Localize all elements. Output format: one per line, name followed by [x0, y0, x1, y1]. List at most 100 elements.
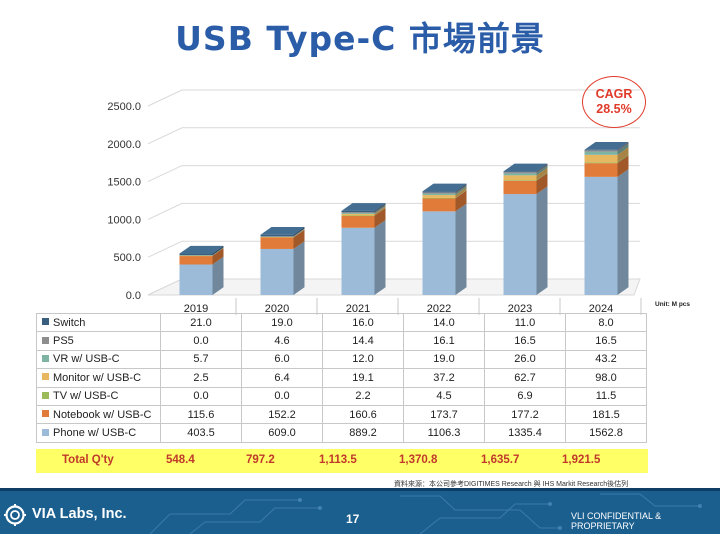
- gridline: [147, 127, 640, 145]
- bar-segment-side: [536, 164, 548, 174]
- y-tick-label: 1500.0: [107, 177, 141, 189]
- series-name: VR w/ USB-C: [53, 353, 120, 366]
- series-name: Notebook w/ USB-C: [53, 408, 152, 421]
- data-value: 177.2: [484, 404, 566, 425]
- series-name: TV w/ USB-C: [53, 390, 119, 403]
- series-name: Phone w/ USB-C: [53, 427, 137, 440]
- bar-top: [179, 245, 224, 254]
- bar-segment: [260, 236, 294, 238]
- legend-swatch: [42, 355, 49, 363]
- data-value: 8.0: [565, 312, 647, 333]
- bar-segment: [260, 236, 294, 237]
- table-row: Monitor w/ USB-C 2.5 6.4 19.1 37.2 62.7 98.0: [36, 368, 647, 388]
- bar-segment-side: [455, 185, 467, 196]
- x-tick-label: 2023: [508, 303, 532, 315]
- bar-segment-side: [536, 163, 548, 173]
- series-name: PS5: [53, 335, 74, 348]
- bar-segment: [341, 215, 375, 228]
- data-value: 14.4: [322, 331, 404, 351]
- data-value: 181.5: [565, 404, 647, 425]
- bar-segment-side: [212, 247, 224, 256]
- legend-swatch: [42, 391, 49, 399]
- total-value: 1,370.8: [399, 454, 438, 466]
- bar-segment-side: [536, 172, 548, 195]
- bar-top: [341, 203, 386, 211]
- data-value: 26.0: [484, 349, 566, 370]
- gridline: [147, 89, 640, 107]
- gridline: [147, 165, 640, 183]
- bar-segment-side: [212, 245, 224, 256]
- x-tick-label: 2021: [346, 303, 370, 315]
- bar-segment-side: [293, 228, 305, 237]
- bar-segment: [584, 149, 618, 151]
- data-value: 152.2: [241, 404, 323, 425]
- data-value: 16.0: [322, 312, 404, 333]
- bar-segment: [341, 227, 375, 295]
- bar-segment-side: [455, 183, 467, 193]
- table-row: Notebook w/ USB-C 115.6 152.2 160.6 173.7 177…: [36, 404, 647, 425]
- bar-segment-side: [374, 204, 386, 214]
- data-value: 4.5: [403, 386, 485, 406]
- bar-segment-side: [293, 228, 305, 237]
- data-table: Switch 21.0 19.0 16.0 14.0 11.0 8.0 PS5 0.0 4.6 14…: [36, 312, 647, 443]
- x-tick-label: 2020: [265, 303, 289, 315]
- bar-segment: [179, 253, 213, 256]
- bar-segment: [584, 150, 618, 152]
- total-value: 1,921.5: [562, 454, 601, 466]
- company-name: VIA Labs, Inc.: [32, 506, 127, 522]
- bar-top: [503, 163, 548, 172]
- bar-segment: [503, 180, 537, 195]
- bar-segment-side: [617, 142, 629, 151]
- bar-segment-side: [293, 241, 305, 295]
- bar-segment-side: [212, 248, 224, 265]
- y-tick-label: 500.0: [113, 252, 141, 264]
- page-number: 17: [346, 512, 360, 526]
- data-value: 115.6: [160, 404, 242, 425]
- total-label: Total Q'ty: [62, 454, 114, 466]
- bar-segment-side: [374, 206, 386, 216]
- y-tick-label: 1000.0: [107, 214, 141, 226]
- bar-segment: [341, 213, 375, 215]
- bar-top: [584, 142, 629, 150]
- bar-segment: [503, 180, 537, 181]
- series-name: Monitor w/ USB-C: [53, 371, 142, 384]
- bar-segment: [503, 173, 537, 176]
- data-value: 0.0: [160, 331, 242, 351]
- bar-segment-side: [374, 207, 386, 228]
- bar-top: [260, 227, 305, 235]
- bar-segment-side: [536, 165, 548, 176]
- table-row: Switch 21.0 19.0 16.0 14.0 11.0 8.0: [36, 312, 647, 333]
- page-title: USB Type-C 市場前景: [175, 19, 545, 58]
- bar-segment-side: [617, 147, 629, 163]
- data-value: 6.0: [241, 349, 323, 370]
- footer-bar: VIA Labs, Inc. 17 VLI CONFIDENTIAL & PRO…: [0, 488, 720, 534]
- data-value: 21.0: [160, 312, 242, 333]
- bar-segment: [341, 214, 375, 216]
- data-value: 160.6: [322, 404, 404, 425]
- via-logo-icon: [4, 504, 26, 526]
- bar-segment: [422, 192, 456, 194]
- bar-segment-side: [536, 172, 548, 181]
- data-value: 43.2: [565, 349, 647, 370]
- bar-segment: [341, 215, 375, 217]
- bar-segment: [260, 237, 294, 249]
- bar-segment-side: [617, 142, 629, 152]
- series-legend: Switch: [36, 312, 161, 333]
- series-legend: Phone w/ USB-C: [36, 423, 161, 443]
- table-row: PS5 0.0 4.6 14.4 16.1 16.5 16.5: [36, 331, 647, 351]
- bar-segment-side: [455, 203, 467, 295]
- series-legend: PS5: [36, 331, 161, 351]
- gridline: [147, 240, 640, 258]
- x-tick-label: 2019: [184, 303, 208, 315]
- bar-segment: [422, 195, 456, 198]
- data-value: 2.2: [322, 386, 404, 406]
- data-value: 11.0: [484, 312, 566, 333]
- total-value: 548.4: [166, 454, 195, 466]
- data-value: 16.5: [565, 331, 647, 351]
- data-value: 889.2: [322, 423, 404, 443]
- table-row: VR w/ USB-C 5.7 6.0 12.0 19.0 26.0 43.2: [36, 349, 647, 370]
- total-value: 1,635.7: [481, 454, 520, 466]
- bar-segment-side: [617, 154, 629, 164]
- bar-segment-side: [374, 203, 386, 213]
- bar-segment: [260, 248, 294, 295]
